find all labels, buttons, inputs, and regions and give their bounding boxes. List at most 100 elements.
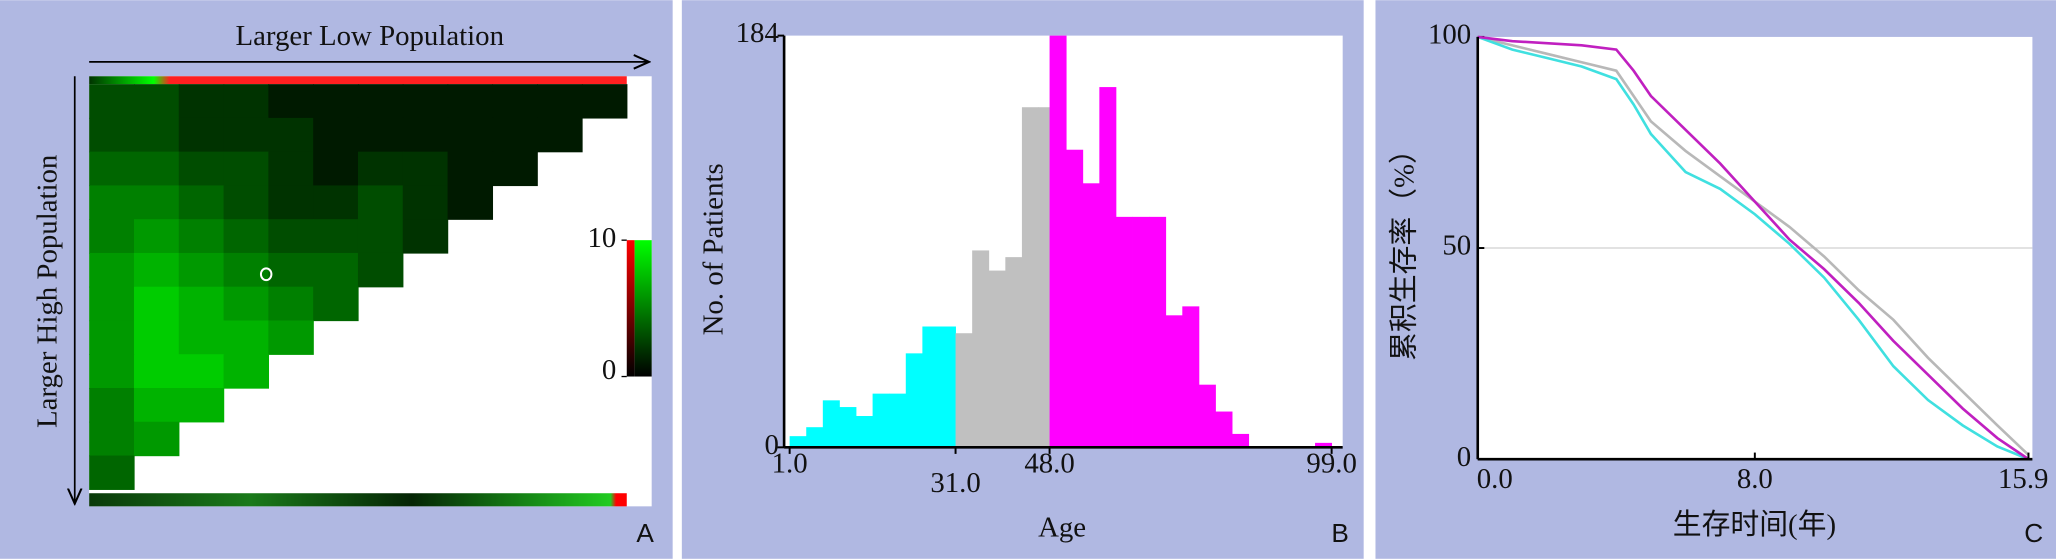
hist-bar [922,326,940,448]
heat-cell [178,252,225,288]
heat-cell [89,84,135,119]
colorbar [634,240,652,377]
panel-b-xlabel: Age [1038,512,1086,544]
heat-cell [223,185,270,220]
hist-bar [1038,107,1050,448]
heat-cell [492,151,538,187]
hist-bar [1082,183,1100,448]
heat-cell [89,388,135,423]
heat-cell [357,117,404,153]
heat-cell [89,320,135,355]
heat-cell [313,117,359,153]
survival-curve [1477,35,2030,461]
heat-cell [313,286,359,322]
heat-cell [402,219,449,254]
heat-cell [178,185,225,220]
bottom-strip [89,493,627,507]
heat-cell [357,84,404,119]
heat-cell [133,286,180,322]
hist-bar [1198,384,1216,448]
heat-cell [268,84,314,119]
heat-cell [537,117,583,153]
hist-bar [1232,433,1250,448]
panel-letter: C [2024,518,2043,548]
heat-cell [133,421,180,457]
heat-cell [133,185,180,220]
heat-cell [133,151,180,187]
hist-bar [806,427,824,448]
heat-cell [402,185,449,220]
x-tick-label: 99.0 [1306,447,1356,479]
heat-cell [268,117,314,153]
hist-bar [1005,257,1023,448]
panel-a-title: Larger Low Population [236,20,504,52]
heat-cell [178,388,225,423]
heat-cell [178,151,225,187]
heat-cell [313,151,359,187]
heat-cell [89,354,135,389]
hist-bar [1315,442,1333,448]
heat-cell [89,117,135,153]
hist-bar [1215,411,1233,448]
heat-cell [313,219,359,254]
y-tick-label: 0 [764,429,778,461]
hist-bar [1132,216,1150,448]
heat-cell [223,286,270,322]
colorbar-tick-label: 0 [602,354,616,386]
hist-bar [1099,87,1117,448]
heat-cell [133,388,180,423]
hist-bar [972,250,990,448]
heat-cell [402,84,449,119]
hist-bar [905,353,923,448]
hist-bar [1182,306,1200,448]
heat-cell [357,252,404,288]
heat-cell [133,320,180,355]
heat-cell [492,117,538,153]
heat-cell [133,219,180,254]
heat-cell [268,286,314,322]
heat-cell [581,84,628,119]
survival-curve [1477,35,2030,456]
heat-cell [223,354,270,389]
y-tick-label: 184 [736,17,779,49]
hist-bar [856,416,873,448]
hist-bar [938,326,956,448]
panel-c-ylabel: 累积生存率（%） [1389,135,1421,361]
heat-cell [223,219,270,254]
heat-cell [447,84,494,119]
hist-bar [1021,107,1039,448]
heat-cell [447,185,494,220]
heat-cell [313,185,359,220]
panel-letter: A [636,518,654,548]
heat-cell [178,84,225,119]
hist-bar [988,270,1006,448]
heat-cell [447,117,494,153]
heat-cell [178,117,225,153]
heat-cell [223,84,270,119]
y-tick-label: 100 [1428,19,1471,51]
heat-cell [313,84,359,119]
heat-cell [89,151,135,187]
heat-cell [133,252,180,288]
hist-bar [1049,35,1067,448]
x-tick-label: 1.0 [772,447,808,479]
heat-cell [447,151,494,187]
heat-cell [223,117,270,153]
panel-letter: B [1331,518,1349,548]
heat-cell [178,320,225,355]
heat-cell [357,151,404,187]
x-tick-label: 15.9 [1998,463,2048,495]
panel-b-ylabel: No. of Patients [698,163,730,335]
heat-cell [89,421,135,457]
x-tick-label: 0.0 [1477,463,1513,495]
heat-cell [268,320,314,355]
heat-cell [133,354,180,389]
heat-cell [268,252,314,288]
hist-bar [1066,149,1084,448]
hist-bar [822,400,840,448]
heat-cell [402,117,449,153]
x-tick-label: 31.0 [930,467,980,499]
heat-cell [89,219,135,254]
heat-cell [178,219,225,254]
